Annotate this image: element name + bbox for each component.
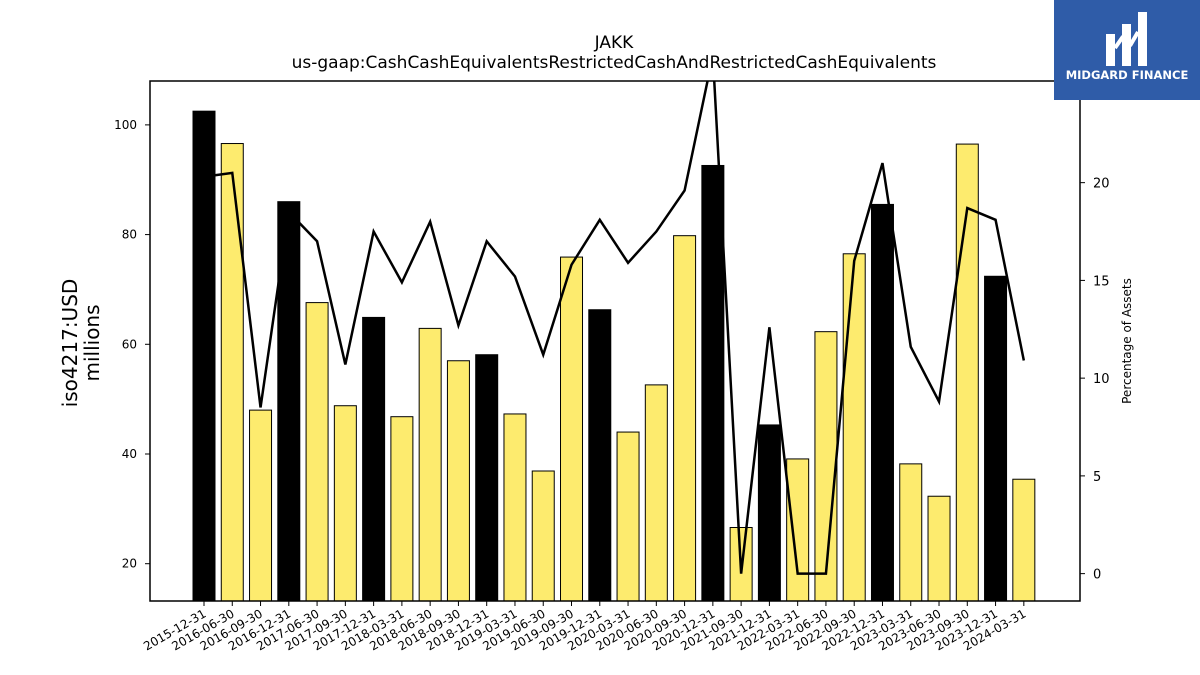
y-tick-label: 20: [122, 557, 137, 571]
chart-title: JAKK: [594, 33, 634, 53]
bar-2015-12-31: [192, 110, 216, 602]
y2-tick-label: 10: [1093, 372, 1110, 387]
bar-2017-12-31: [362, 316, 386, 602]
bar-2018-09-30: [446, 360, 470, 602]
logo: MIDGARD FINANCE: [1054, 0, 1200, 100]
bar-2019-06-30: [531, 470, 555, 602]
bar-2020-06-30: [644, 384, 668, 602]
bar-2019-09-30: [560, 256, 584, 602]
y-axis-label: iso4217:USD millions: [58, 279, 104, 408]
bar-2018-03-31: [390, 416, 414, 602]
bar-2020-09-30: [673, 235, 697, 602]
bar-2022-09-30: [842, 253, 866, 602]
percentage-line-path: [203, 81, 1026, 575]
y2-tick-label: 0: [1093, 568, 1101, 583]
bar-2017-06-30: [305, 302, 329, 602]
bar-2018-12-31: [475, 354, 499, 602]
y2-tick-label: 20: [1093, 177, 1110, 192]
y-tick-label: 100: [114, 118, 137, 132]
bar-2021-12-31: [757, 424, 781, 602]
bar-2022-03-31: [786, 458, 810, 602]
bar-2023-12-31: [984, 275, 1008, 602]
bars: [192, 110, 1036, 602]
bar-2023-06-30: [927, 495, 951, 602]
bar-2016-06-30: [220, 143, 244, 602]
bar-2020-12-31: [701, 164, 725, 602]
bar-2023-03-31: [899, 463, 923, 602]
y-tick-label: 80: [122, 228, 137, 242]
bar-2020-03-31: [616, 431, 640, 602]
y2-axis-label: Percentage of Assets: [1120, 278, 1134, 404]
y-axis-label-line1: iso4217:USD: [58, 279, 82, 408]
y-axis-label-line2: millions: [80, 304, 104, 381]
logo-mark-icon: [1106, 12, 1147, 66]
chart-subtitle: us-gaap:CashCashEquivalentsRestrictedCas…: [292, 53, 937, 73]
bar-2019-12-31: [588, 309, 612, 602]
bar-2024-03-31: [1012, 478, 1036, 602]
plot-frame: [149, 80, 1081, 602]
percentage-line: [203, 81, 1026, 575]
bar-2022-12-31: [870, 203, 894, 602]
bar-2019-03-31: [503, 413, 527, 602]
y2-tick-label: 5: [1093, 470, 1101, 485]
bar-2017-09-30: [333, 405, 357, 602]
logo-text: MIDGARD FINANCE: [1065, 68, 1189, 82]
bar-2016-09-30: [249, 409, 273, 602]
bar-2018-06-30: [418, 327, 442, 602]
y-tick-label: 60: [122, 337, 137, 351]
y-tick-label: 40: [122, 447, 137, 461]
y2-tick-label: 15: [1093, 274, 1110, 289]
